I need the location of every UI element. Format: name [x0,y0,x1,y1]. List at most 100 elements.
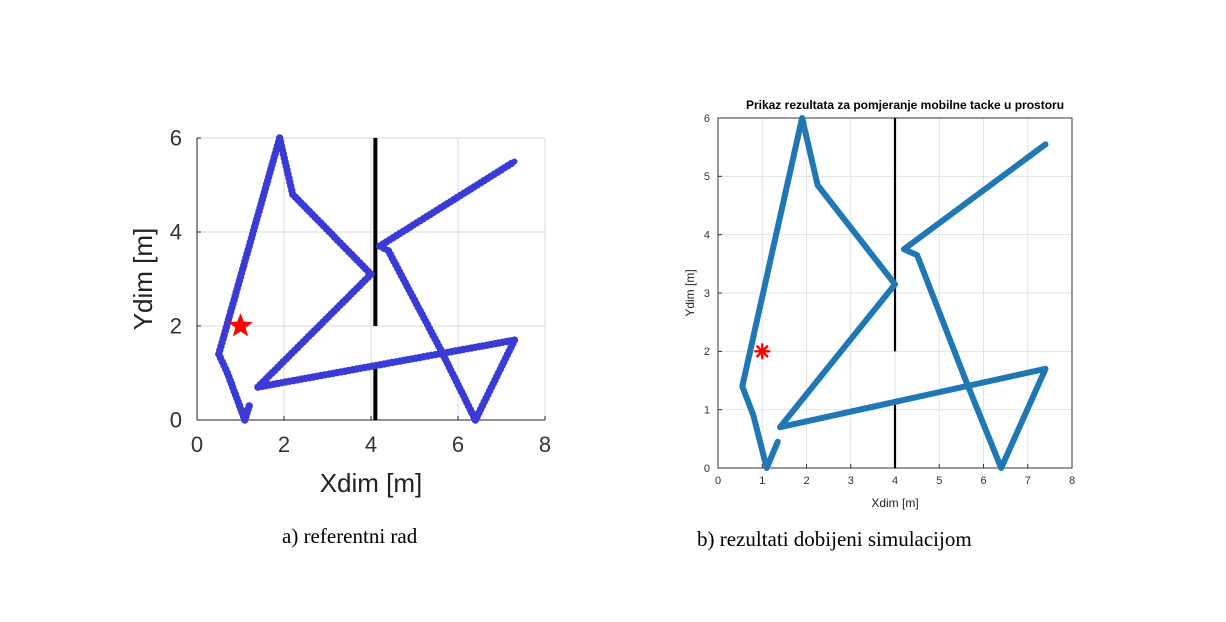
trajectory-marker [480,398,488,406]
target-star [228,313,253,337]
trajectory-marker [257,199,265,208]
trajectory-marker [258,382,266,391]
trajectory-marker [321,371,329,379]
trajectory-marker [283,166,291,174]
x-tick-label: 1 [759,475,765,487]
trajectory-marker [471,416,480,424]
trajectory-marker [467,344,475,352]
trajectory-marker [288,186,296,195]
trajectory-marker [254,211,262,219]
trajectory-marker [420,314,428,322]
trajectory-marker [473,412,481,421]
trajectory-marker [244,405,252,414]
trajectory-marker [405,285,413,294]
trajectory-marker [262,180,271,189]
trajectory-marker [408,292,417,301]
trajectory-marker [455,346,463,354]
trajectory-marker [286,178,294,187]
trajectory-marker [258,196,266,204]
trajectory-marker [376,361,384,369]
trajectory-marker [447,348,456,356]
trajectory-marker [279,150,288,158]
x-tick-label: 3 [848,475,854,487]
trajectory-marker [259,192,267,200]
trajectory-marker [220,361,228,370]
trajectory-marker [242,254,250,262]
trajectory-marker [245,242,253,250]
trajectory-marker [443,359,452,368]
y-tick-label: 0 [170,408,182,433]
trajectory-marker [412,354,420,362]
trajectory-marker [240,261,248,270]
trajectory-marker [273,379,282,388]
trajectory-marker [495,339,503,347]
trajectory-marker [416,307,424,315]
trajectory-marker [248,230,257,239]
trajectory-marker [459,345,467,354]
trajectory-marker [242,412,250,421]
trajectory-marker [241,257,249,266]
trajectory-marker [445,363,453,371]
trajectory-marker [388,358,396,367]
trajectory-marker [360,363,369,372]
trajectory-marker [427,351,436,359]
x-tick-label: 7 [1025,475,1031,487]
trajectory-marker [452,377,460,385]
trajectory-marker [285,174,293,183]
trajectory-marker [337,368,345,376]
tick-labels: 0 2 4 6 8 0 2 4 6 [170,126,551,457]
trajectory-marker [401,278,409,287]
y-axis-label: Ydim [m] [128,228,158,331]
trajectory-marker [225,311,234,320]
tick-labels: 0 1 2 3 4 5 6 7 8 0 1 2 3 4 5 6 [704,113,1075,487]
trajectory-marker [368,362,377,370]
trajectory-marker [217,342,225,351]
trajectory-marker [386,250,394,259]
trajectory-marker [457,388,466,396]
trajectory-marker [231,292,239,300]
trajectory-marker [227,380,236,388]
trajectory-marker [404,355,412,364]
trajectory-marker [372,361,381,370]
trajectory-marker [356,364,365,372]
trajectory-marker [483,341,491,349]
y-tick-label: 6 [704,113,710,125]
trajectory-marker [232,288,240,297]
trajectory-marker [261,184,270,192]
trajectory-marker [270,380,278,388]
trajectory-marker [482,394,490,402]
trajectory-marker [228,304,236,312]
trajectory-marker [499,338,507,346]
trajectory-marker [380,360,388,368]
x-tick-label: 6 [452,432,464,457]
trajectory-marker [229,300,237,308]
x-tick-label: 6 [980,475,986,487]
trajectory-marker [221,327,230,335]
trajectory-marker [407,289,415,297]
trajectory-marker [424,352,432,360]
trajectory-marker [241,416,249,424]
trajectory-marker [510,336,519,344]
x-axis-label: Xdim [m] [871,496,918,510]
trajectory-marker [245,402,253,410]
trajectory-marker [269,157,277,165]
trajectory-marker [475,409,483,417]
trajectory-marker [317,371,325,380]
trajectory-marker [227,308,235,316]
trajectory-marker [268,161,276,169]
x-tick-label: 5 [936,475,942,487]
trajectory-marker [247,234,256,243]
trajectory-marker [260,188,269,196]
trajectory-marker [252,219,260,227]
trajectory-marker [449,370,457,378]
trajectory-marker [226,376,234,384]
trajectory-marker [333,368,341,377]
trajectory-marker [234,281,243,289]
target-asterisk-stroke [756,345,769,358]
trajectory-marker [250,223,259,231]
trajectory-marker [237,269,246,277]
trajectory-marker [395,268,404,276]
trajectory-marker [243,250,251,258]
trajectory-marker [282,162,290,170]
chart-b: 0 1 2 3 4 5 6 7 8 0 1 2 3 4 5 6 Xdim [m] Ydim [m] Prikaz r… [683,98,1075,510]
